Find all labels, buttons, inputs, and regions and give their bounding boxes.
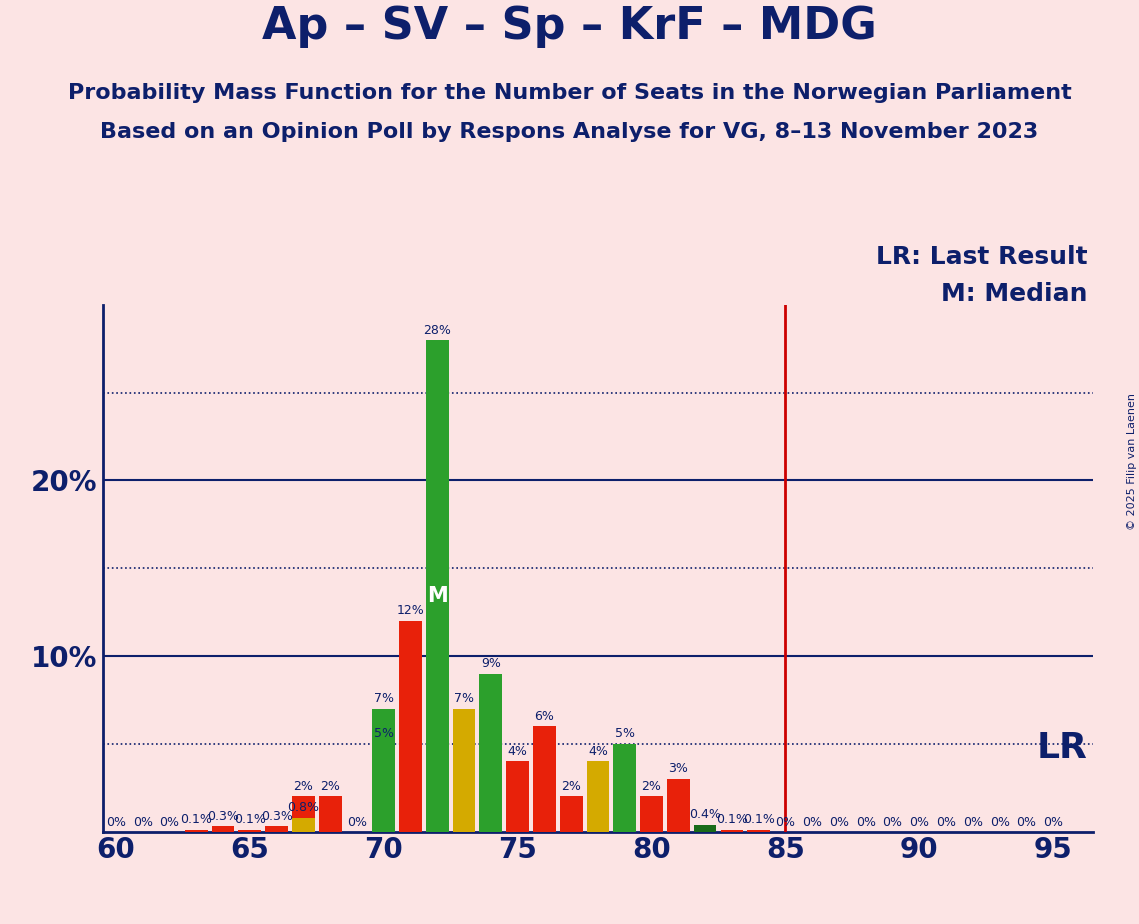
Text: 0%: 0% (909, 816, 929, 829)
Bar (614, 744, 637, 832)
Text: 12%: 12% (396, 604, 425, 617)
Text: 5%: 5% (374, 727, 394, 740)
Bar (185, 830, 207, 832)
Bar (640, 796, 663, 832)
Text: 0%: 0% (829, 816, 849, 829)
Bar (506, 761, 528, 832)
Bar (292, 818, 314, 832)
Bar (372, 709, 395, 832)
Bar (319, 796, 342, 832)
Text: 0.8%: 0.8% (287, 801, 319, 814)
Text: 7%: 7% (374, 692, 394, 705)
Text: 0%: 0% (802, 816, 822, 829)
Text: LR: Last Result: LR: Last Result (876, 245, 1088, 269)
Bar (212, 826, 235, 832)
Text: 2%: 2% (294, 780, 313, 793)
Text: 4%: 4% (508, 745, 527, 758)
Text: 7%: 7% (454, 692, 474, 705)
Bar (694, 824, 716, 832)
Text: LR: LR (1036, 732, 1088, 765)
Text: 0.1%: 0.1% (716, 813, 748, 826)
Text: Probability Mass Function for the Number of Seats in the Norwegian Parliament: Probability Mass Function for the Number… (67, 83, 1072, 103)
Text: M: Median: M: Median (941, 282, 1088, 306)
Text: © 2025 Filip van Laenen: © 2025 Filip van Laenen (1126, 394, 1137, 530)
Text: 3%: 3% (669, 762, 688, 775)
Text: 28%: 28% (424, 323, 451, 336)
Text: 6%: 6% (534, 710, 555, 723)
Text: 2%: 2% (320, 780, 341, 793)
Bar (533, 726, 556, 832)
Text: 5%: 5% (615, 727, 634, 740)
Text: 0.1%: 0.1% (743, 813, 775, 826)
Text: 2%: 2% (641, 780, 662, 793)
Text: 2%: 2% (562, 780, 581, 793)
Text: 0.3%: 0.3% (261, 809, 293, 822)
Text: Ap – SV – Sp – KrF – MDG: Ap – SV – Sp – KrF – MDG (262, 5, 877, 48)
Bar (559, 796, 582, 832)
Text: 0.1%: 0.1% (180, 813, 212, 826)
Text: 0%: 0% (855, 816, 876, 829)
Bar (292, 796, 314, 832)
Text: 0.4%: 0.4% (689, 808, 721, 821)
Bar (372, 744, 395, 832)
Text: 0%: 0% (776, 816, 795, 829)
Text: 0%: 0% (962, 816, 983, 829)
Bar (747, 830, 770, 832)
Text: 0%: 0% (159, 816, 180, 829)
Text: 0.3%: 0.3% (207, 809, 239, 822)
Text: 9%: 9% (481, 657, 501, 670)
Bar (399, 621, 421, 832)
Bar (265, 826, 288, 832)
Bar (480, 674, 502, 832)
Bar (452, 709, 475, 832)
Text: M: M (427, 586, 448, 606)
Text: Based on an Opinion Poll by Respons Analyse for VG, 8–13 November 2023: Based on an Opinion Poll by Respons Anal… (100, 122, 1039, 142)
Text: 0%: 0% (990, 816, 1009, 829)
Text: 0.1%: 0.1% (233, 813, 265, 826)
Bar (587, 761, 609, 832)
Text: 0%: 0% (883, 816, 902, 829)
Text: 0%: 0% (1016, 816, 1036, 829)
Text: 0%: 0% (347, 816, 367, 829)
Text: 0%: 0% (1043, 816, 1064, 829)
Text: 0%: 0% (936, 816, 956, 829)
Text: 0%: 0% (132, 816, 153, 829)
Bar (667, 779, 690, 832)
Text: 4%: 4% (588, 745, 608, 758)
Text: 0%: 0% (106, 816, 126, 829)
Bar (426, 340, 449, 832)
Bar (721, 830, 744, 832)
Bar (238, 830, 261, 832)
